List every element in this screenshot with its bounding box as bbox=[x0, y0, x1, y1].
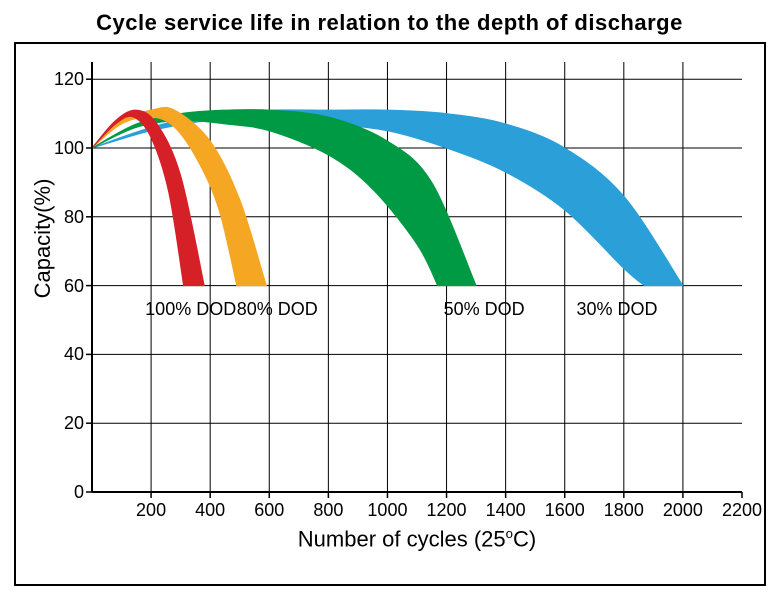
x-tick-label: 1600 bbox=[535, 500, 595, 521]
series-label: 100% DOD bbox=[145, 299, 236, 320]
x-tick-label: 800 bbox=[298, 500, 358, 521]
plot-area bbox=[92, 62, 742, 492]
y-tick-label: 40 bbox=[34, 344, 84, 365]
chart-title: Cycle service life in relation to the de… bbox=[0, 10, 779, 36]
y-tick-label: 20 bbox=[34, 413, 84, 434]
y-tick-label: 120 bbox=[34, 69, 84, 90]
x-tick-label: 1200 bbox=[417, 500, 477, 521]
x-tick-label: 1000 bbox=[357, 500, 417, 521]
series-label: 80% DOD bbox=[237, 299, 318, 320]
x-tick-label: 600 bbox=[239, 500, 299, 521]
x-tick-label: 2200 bbox=[712, 500, 772, 521]
x-tick-label: 200 bbox=[121, 500, 181, 521]
chart-svg bbox=[92, 62, 742, 492]
x-tick-label: 2000 bbox=[653, 500, 713, 521]
x-tick-label: 1800 bbox=[594, 500, 654, 521]
x-tick-label: 1400 bbox=[476, 500, 536, 521]
y-tick-label: 100 bbox=[34, 138, 84, 159]
series-label: 50% DOD bbox=[444, 299, 525, 320]
x-tick-label: 400 bbox=[180, 500, 240, 521]
y-tick-label: 0 bbox=[34, 482, 84, 503]
series-label: 30% DOD bbox=[577, 299, 658, 320]
y-tick-label: 60 bbox=[34, 276, 84, 297]
y-tick-label: 80 bbox=[34, 207, 84, 228]
x-axis-label: Number of cycles (25oC) bbox=[92, 526, 742, 552]
chart-container: Cycle service life in relation to the de… bbox=[0, 0, 779, 596]
